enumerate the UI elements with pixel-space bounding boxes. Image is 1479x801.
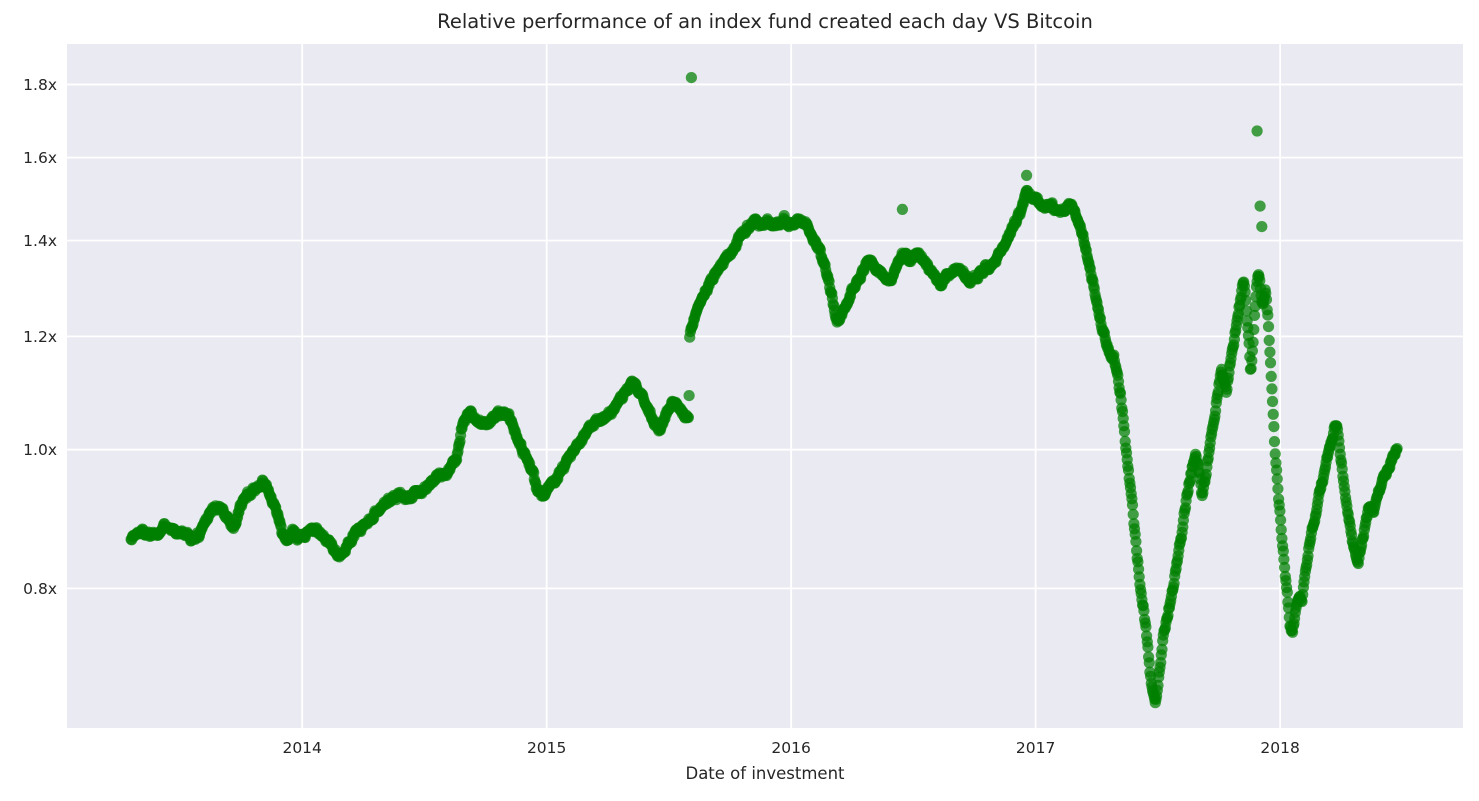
scatter-point <box>1126 499 1139 511</box>
y-tick-label-0.8x: 0.8x <box>23 580 57 598</box>
scatter-point <box>1272 483 1284 495</box>
scatter-point <box>1265 370 1277 382</box>
scatter-point <box>1279 561 1291 574</box>
y-tick-label-1.6x: 1.6x <box>23 149 57 167</box>
scatter-point <box>1271 464 1283 476</box>
scatter-point <box>1127 508 1139 520</box>
scatter-points-layer <box>125 72 1403 709</box>
x-tick-label-2015: 2015 <box>527 739 566 757</box>
y-tick-label-1.2x: 1.2x <box>23 328 57 346</box>
chart-title: Relative performance of an index fund cr… <box>437 10 1093 33</box>
tick-labels: 2014 2015 2016 2017 2018 0.8x 1.0x 1.2x 1.4x 1.6x… <box>23 76 1300 757</box>
outlier-point <box>1256 221 1268 233</box>
scatter-point <box>1264 357 1277 369</box>
scatter-point <box>1266 383 1278 395</box>
scatter-point <box>1246 345 1258 357</box>
y-tick-label-1.4x: 1.4x <box>23 232 57 250</box>
scatter-point <box>1262 321 1275 333</box>
scatter-point <box>1156 643 1168 656</box>
scatter-point <box>1263 334 1275 346</box>
scatter-point <box>1275 514 1287 526</box>
x-tick-label-2018: 2018 <box>1260 739 1299 757</box>
scatter-point <box>1267 408 1279 420</box>
scatter-point <box>1268 421 1280 433</box>
scatter-point <box>1248 309 1261 321</box>
scatter-point <box>1260 294 1273 306</box>
scatter-point <box>1115 394 1127 406</box>
scatter-point <box>1391 443 1403 455</box>
scatter-point <box>1138 605 1150 617</box>
scatter-point <box>1275 524 1287 536</box>
x-tick-label-2014: 2014 <box>282 739 321 757</box>
scatter-point <box>1268 436 1281 448</box>
scatter-point <box>1239 286 1251 298</box>
x-tick-label-2017: 2017 <box>1016 739 1055 757</box>
scatter-point <box>1130 536 1142 548</box>
scatter-point <box>1281 586 1293 598</box>
scatter-point <box>1266 395 1279 408</box>
scatter-point <box>1262 309 1274 321</box>
x-tick-label-2016: 2016 <box>771 739 810 757</box>
scatter-point <box>1240 294 1252 306</box>
outlier-point <box>896 203 909 215</box>
outlier-point <box>1021 169 1033 181</box>
scatter-point <box>1122 464 1135 476</box>
scatter-point <box>1278 553 1290 565</box>
y-tick-label-1.8x: 1.8x <box>23 76 57 94</box>
scatter-point <box>1277 545 1289 557</box>
outlier-point <box>685 72 698 84</box>
scatter-point <box>1152 679 1164 692</box>
x-axis-label: Date of investment <box>685 764 845 783</box>
scatter-point <box>1140 621 1152 633</box>
scatter-point <box>1247 336 1259 348</box>
scatter-point <box>1264 346 1276 358</box>
gridlines <box>67 44 1463 728</box>
scatter-point <box>1271 473 1283 485</box>
scatter-point <box>1274 505 1286 517</box>
scatter-point <box>1254 275 1266 287</box>
y-tick-label-1.0x: 1.0x <box>23 441 57 459</box>
plot-area <box>67 44 1463 728</box>
scatter-point <box>1246 355 1258 367</box>
scatter-point <box>1269 448 1281 460</box>
scatter-point <box>682 411 695 424</box>
scatter-point <box>1143 657 1155 669</box>
scatter-point <box>1221 383 1233 395</box>
scatter-point <box>683 390 695 402</box>
scatter-point <box>1118 426 1131 438</box>
scatter-point <box>1248 324 1260 336</box>
outlier-point <box>1251 125 1263 137</box>
scatter-point <box>1142 641 1154 653</box>
outlier-point <box>1254 200 1266 212</box>
